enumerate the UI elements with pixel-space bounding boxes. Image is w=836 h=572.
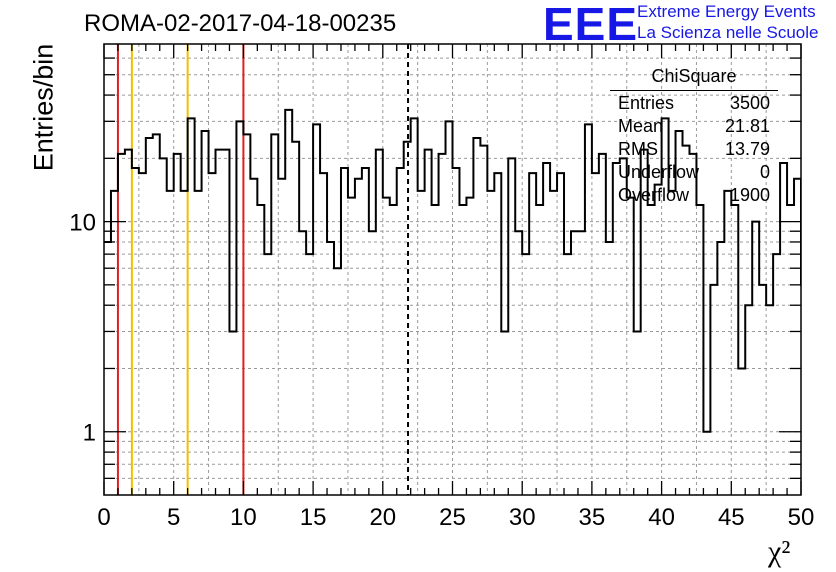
x-tick-label: 40 xyxy=(648,504,675,531)
x-axis-label: χ² xyxy=(768,535,791,568)
stats-value: 3500 xyxy=(729,93,770,113)
x-tick-label: 5 xyxy=(167,504,180,531)
x-tick-label: 35 xyxy=(579,504,606,531)
stats-value: 1900 xyxy=(729,185,770,205)
stats-value: 21.81 xyxy=(724,116,770,136)
stats-row-entries: Entries 3500 xyxy=(618,93,770,116)
histogram-step-line xyxy=(104,108,801,433)
x-tick-label: 20 xyxy=(369,504,396,531)
stats-label: Overflow xyxy=(618,185,690,205)
stats-row-mean: Mean 21.81 xyxy=(618,116,770,139)
y-tick-label: 1 xyxy=(83,420,96,447)
x-tick-label: 50 xyxy=(788,504,815,531)
eee-logo: EEE xyxy=(543,0,639,50)
y-tick-label: 10 xyxy=(69,210,96,237)
stats-row-rms: RMS 13.79 xyxy=(618,139,770,162)
logo-caption-line2: La Scienza nelle Scuole xyxy=(637,23,819,42)
stats-value: 13.79 xyxy=(724,139,770,159)
stats-divider xyxy=(610,90,778,91)
stats-value: 0 xyxy=(759,162,770,182)
stats-label: RMS xyxy=(618,139,658,159)
y-axis-label: Entries/bin xyxy=(28,43,59,172)
x-tick-label: 45 xyxy=(718,504,745,531)
reference-lines xyxy=(116,44,410,495)
chart-title: ROMA-02-2017-04-18-00235 xyxy=(84,10,397,37)
stats-row-overflow: Overflow 1900 xyxy=(618,185,770,208)
x-tick-label: 15 xyxy=(300,504,327,531)
logo-caption-line1: Extreme Energy Events xyxy=(637,2,816,21)
stats-label: Mean xyxy=(618,116,664,136)
stats-title: ChiSquare xyxy=(651,66,737,86)
stats-label: Entries xyxy=(618,93,675,113)
x-tick-label: 0 xyxy=(97,504,110,531)
x-tick-label: 25 xyxy=(439,504,466,531)
stats-label: Underflow xyxy=(618,162,700,182)
x-tick-label: 10 xyxy=(230,504,257,531)
stats-box: ChiSquare Entries 3500 Mean 21.81 RMS 13… xyxy=(610,66,778,210)
x-axis-ticks: 0 5 10 15 20 25 30 35 40 45 50 xyxy=(97,44,814,531)
y-axis-ticks: 1 10 xyxy=(69,57,801,480)
x-tick-label: 30 xyxy=(509,504,536,531)
stats-row-underflow: Underflow 0 xyxy=(618,162,770,185)
